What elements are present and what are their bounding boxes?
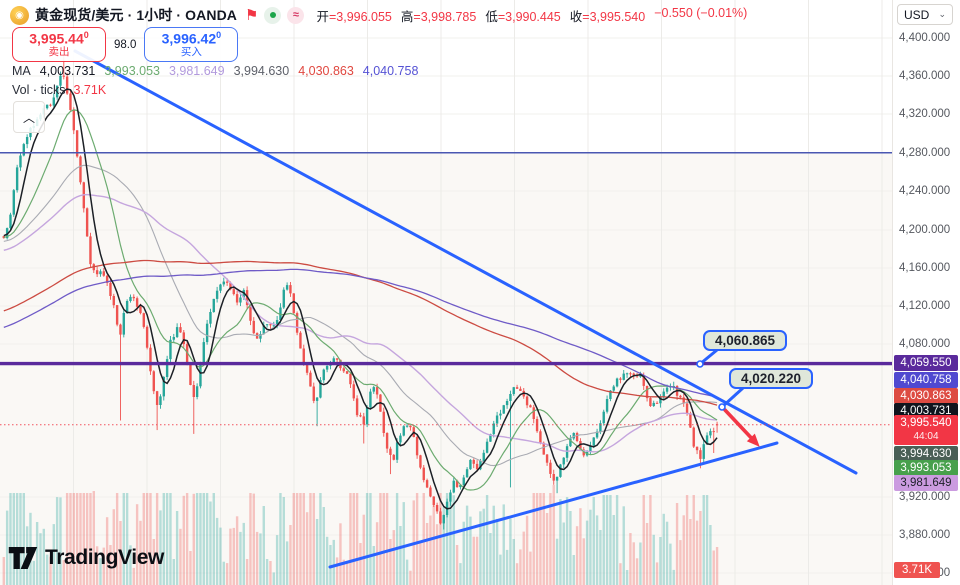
ohlc-item: 开=3,996.055 <box>316 9 392 24</box>
sell-price-sup: 0 <box>83 30 89 41</box>
ohlc-item: 低=3,990.445 <box>485 9 561 24</box>
buy-price-sup: 0 <box>216 30 222 41</box>
red-arrow-head <box>746 433 760 447</box>
volume-bars <box>2 485 719 585</box>
ma-value: 3,993.053 <box>104 64 160 78</box>
price-badge: 3,995.540 44:04 <box>894 415 958 445</box>
symbol-logo-icon[interactable]: ◉ <box>10 5 29 25</box>
price-badge: 3,994.630 <box>894 446 958 462</box>
ma-line-green <box>3 109 718 491</box>
axis-tick: 3,920.000 <box>899 491 951 503</box>
ma-value: 4,040.758 <box>362 64 419 78</box>
symbol-title[interactable]: 黄金现货/美元 · 1小时 · OANDA <box>35 7 237 23</box>
buy-label: 买入 <box>180 45 202 58</box>
spread-value: 98.0 <box>114 38 137 51</box>
price-note-callout[interactable]: 4,020.220 <box>729 368 814 389</box>
flag-icon[interactable]: ⚑ <box>245 7 259 24</box>
ma-line-gray <box>3 164 718 467</box>
sell-price: 3,995.44 <box>29 30 84 47</box>
ohlc-item: 收=3,995.540 <box>569 9 646 24</box>
buy-button[interactable]: 3,996.420 买入 <box>144 27 239 62</box>
green-dot-icon <box>269 12 276 18</box>
callout-tail <box>720 386 745 409</box>
axis-tick: 4,080.000 <box>899 338 951 350</box>
axis-tick: 4,240.000 <box>899 185 951 197</box>
price-badge: 3,993.053 <box>894 460 958 476</box>
price-badge: 4,030.863 <box>894 388 958 404</box>
axis-tick: 4,200.000 <box>899 224 951 236</box>
change-readout: −0.550 (−0.01%) <box>654 5 748 20</box>
axis-tick: 4,120.000 <box>899 300 951 312</box>
collapse-legend-button[interactable]: ︿ <box>13 101 45 133</box>
ma-value: 3,981.649 <box>168 64 225 78</box>
axis-tick: 4,400.000 <box>899 32 951 44</box>
axis-tick: 4,280.000 <box>899 147 951 159</box>
tradingview-watermark[interactable]: TradingView <box>8 545 164 571</box>
volume-indicator-legend[interactable]: Vol · ticks 3.71K <box>12 83 106 97</box>
callout-anchor <box>718 403 726 411</box>
price-note-callout[interactable]: 4,060.865 <box>703 330 788 351</box>
symbol-header: ◉ 黄金现货/美元 · 1小时 · OANDA ⚑ ≈ 开=3,996.055 高… <box>10 5 747 25</box>
tradingview-logo-icon <box>8 546 38 570</box>
chart-canvas[interactable] <box>0 0 892 585</box>
axis-tick: 3,880.000 <box>899 529 951 541</box>
callout-anchor <box>696 360 704 368</box>
axis-tick: 4,320.000 <box>899 108 951 120</box>
ma-label: MA <box>12 64 31 78</box>
approx-data-icon[interactable]: ≈ <box>287 6 305 24</box>
axis-tick: 4,160.000 <box>899 262 951 274</box>
chevron-up-icon: ︿ <box>22 110 35 125</box>
ma-value: 4,030.863 <box>298 64 354 78</box>
ma-line-black <box>3 88 718 510</box>
market-status-icon[interactable] <box>264 6 282 24</box>
ma-value: 3,994.630 <box>233 64 290 78</box>
chevron-down-icon: ⌄ <box>938 9 946 19</box>
vol-label: Vol · ticks <box>12 83 66 97</box>
ascending-trendline <box>328 441 779 569</box>
volume-badge: 3.71K <box>894 562 940 578</box>
ma-line-indigo <box>3 268 718 398</box>
currency-select-value: USD <box>904 7 930 22</box>
axis-tick: 4,360.000 <box>899 70 951 82</box>
sell-button[interactable]: 3,995.440 卖出 <box>12 27 106 62</box>
price-badge: 4,040.758 <box>894 372 958 388</box>
currency-select[interactable]: USD ⌄ <box>897 4 953 25</box>
price-axis[interactable]: 4,400.000 4,360.000 4,320.000 4,280.000 4,24… <box>892 0 960 585</box>
ohlc-readout: 开=3,996.055 高=3,998.785 低=3,990.445 收=3,995… <box>316 6 747 25</box>
vol-value: 3.71K <box>73 83 107 97</box>
ma-indicator-legend[interactable]: MA 4,003.731 3,993.053 3,981.649 3,994.630 4… <box>12 64 418 78</box>
sell-label: 卖出 <box>48 45 70 58</box>
candles <box>2 55 719 530</box>
price-badge: 4,059.550 <box>894 355 958 371</box>
trade-buttons: 3,995.440 卖出 98.0 3,996.420 买入 <box>12 27 239 62</box>
ohlc-item: 高=3,998.785 <box>400 9 477 24</box>
ma-value: 4,003.731 <box>39 64 96 78</box>
price-badge: 3,981.649 <box>894 475 958 491</box>
tradingview-logo-text: TradingView <box>45 546 164 569</box>
buy-price: 3,996.42 <box>161 30 217 47</box>
red-arrow <box>723 408 755 442</box>
